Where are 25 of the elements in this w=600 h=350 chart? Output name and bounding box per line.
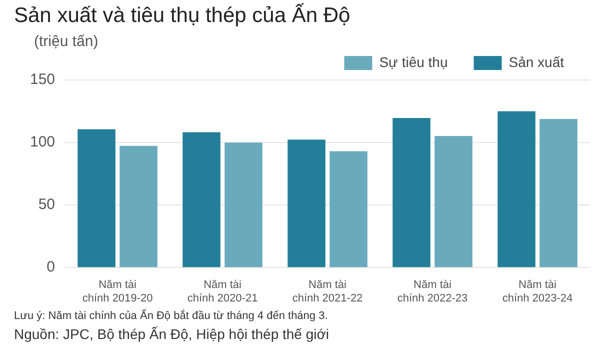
x-tick-label: Năm tài chính 2020-21 bbox=[187, 279, 258, 304]
bar bbox=[540, 119, 578, 268]
legend-label: Sản xuất bbox=[508, 54, 564, 70]
x-tick-label: Năm tài chính 2021-22 bbox=[292, 279, 363, 304]
x-tick-label: Năm tài chính 2019-20 bbox=[82, 279, 153, 304]
bar bbox=[182, 132, 220, 268]
legend-label: Sự tiêu thụ bbox=[379, 54, 448, 70]
bar bbox=[224, 142, 262, 268]
bar bbox=[330, 151, 368, 268]
y-tick-label: 0 bbox=[46, 258, 56, 276]
text: Nguồn: JPC, Bộ thép Ấn Độ, Hiệp hội thép thế giới bbox=[14, 326, 330, 342]
bar bbox=[288, 140, 326, 268]
bar bbox=[120, 146, 158, 268]
bar bbox=[78, 129, 116, 268]
y-tick-label: 100 bbox=[30, 134, 56, 151]
bar bbox=[434, 136, 472, 268]
bar bbox=[392, 118, 430, 268]
text: Lưu ý: Năm tài chính của Ấn Độ bắt đầu từ tháng 4 đến tháng 3. bbox=[14, 310, 329, 322]
bar bbox=[498, 111, 536, 268]
y-tick-label: 150 bbox=[30, 71, 56, 88]
x-tick-label: Năm tài chính 2023-24 bbox=[502, 279, 573, 304]
y-axis-title: (triệu tấn) bbox=[34, 33, 98, 50]
chart-title: Sản xuất và tiêu thụ thép của Ấn Độ bbox=[14, 4, 350, 28]
x-tick-label: Năm tài chính 2022-23 bbox=[397, 279, 468, 304]
y-tick-label: 50 bbox=[38, 196, 56, 214]
